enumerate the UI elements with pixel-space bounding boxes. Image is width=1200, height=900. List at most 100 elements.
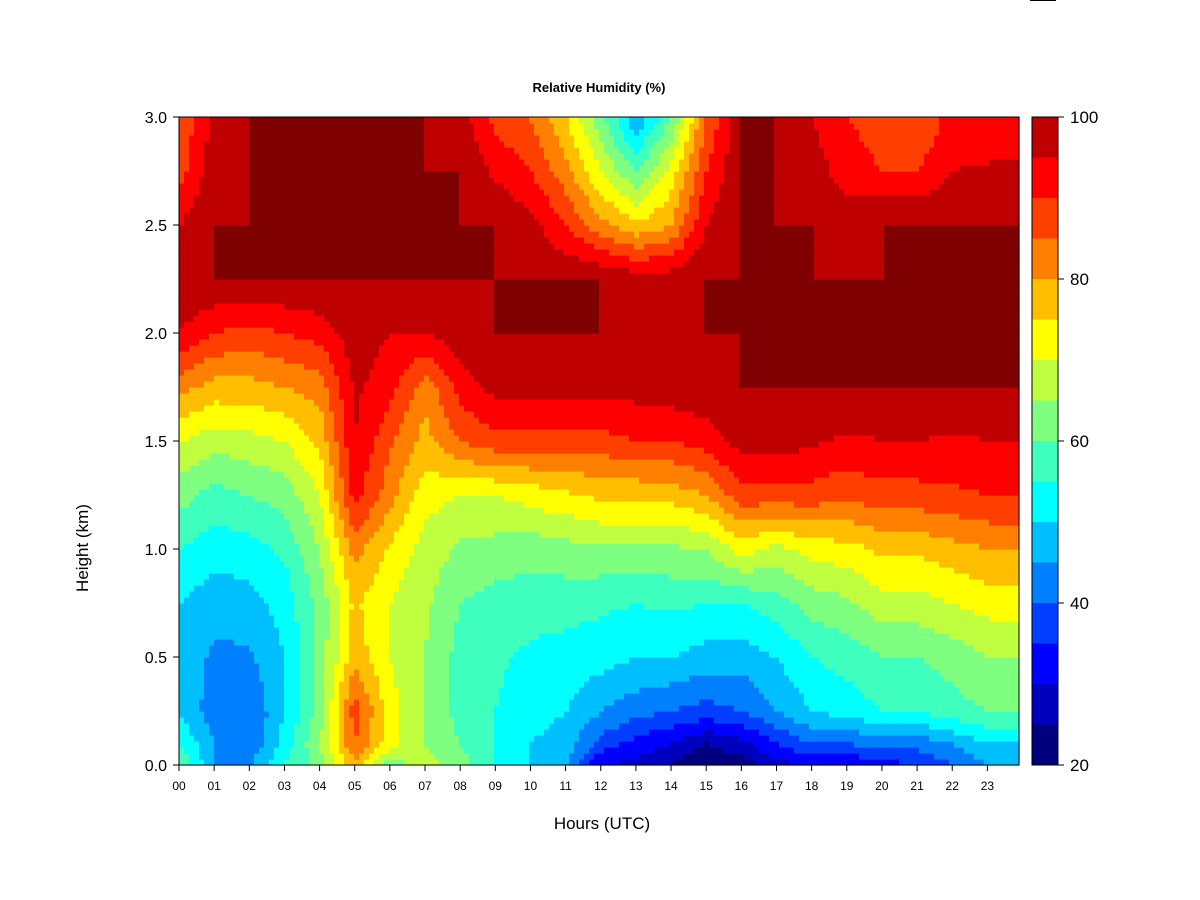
heatmap-cell — [704, 651, 710, 658]
heatmap-cell — [909, 639, 915, 646]
heatmap-cell — [909, 597, 915, 604]
heatmap-cell — [789, 693, 795, 700]
heatmap-cell — [874, 705, 880, 712]
heatmap-cell — [974, 705, 980, 712]
heatmap-cell — [419, 621, 425, 628]
heatmap-cell — [594, 723, 600, 730]
heatmap-cell — [924, 591, 930, 598]
heatmap-cell — [619, 585, 625, 592]
heatmap-cell — [519, 699, 525, 706]
heatmap-cell — [809, 747, 815, 754]
heatmap-cell — [649, 657, 655, 664]
heatmap-cell — [529, 741, 535, 748]
heatmap-cell — [959, 717, 965, 724]
heatmap-cell — [329, 585, 335, 592]
heatmap-cell — [214, 753, 220, 760]
heatmap-cell — [814, 681, 820, 688]
heatmap-cell — [979, 711, 985, 718]
heatmap-cell — [739, 741, 745, 748]
heatmap-cell — [664, 747, 670, 754]
heatmap-cell — [754, 681, 760, 688]
heatmap-cell — [509, 651, 515, 658]
heatmap-cell — [964, 609, 970, 616]
heatmap-cell — [479, 645, 485, 652]
heatmap-cell — [319, 735, 325, 742]
heatmap-cell — [599, 657, 605, 664]
heatmap-cell — [359, 627, 365, 634]
heatmap-cell — [829, 747, 835, 754]
heatmap-cell — [494, 753, 500, 760]
heatmap-cell — [799, 603, 805, 610]
heatmap-cell — [219, 753, 225, 760]
heatmap-cell — [469, 687, 475, 694]
heatmap-cell — [534, 633, 540, 640]
heatmap-cell — [194, 723, 200, 730]
heatmap-cell — [494, 627, 500, 634]
heatmap-cell — [939, 597, 945, 604]
heatmap-cell — [909, 729, 915, 736]
heatmap-cell — [334, 741, 340, 748]
heatmap-cell — [249, 741, 255, 748]
heatmap-cell — [519, 609, 525, 616]
heatmap-cell — [879, 591, 885, 598]
heatmap-cell — [669, 669, 675, 676]
heatmap-cell — [354, 735, 360, 742]
heatmap-cell — [544, 639, 550, 646]
heatmap-cell — [754, 753, 760, 760]
heatmap-cell — [659, 615, 665, 622]
heatmap-cell — [789, 687, 795, 694]
heatmap-cell — [529, 615, 535, 622]
heatmap-cell — [289, 675, 295, 682]
heatmap-cell — [759, 597, 765, 604]
heatmap-cell — [449, 675, 455, 682]
heatmap-cell — [674, 729, 680, 736]
heatmap-cell — [649, 699, 655, 706]
heatmap-cell — [604, 705, 610, 712]
heatmap-cell — [844, 693, 850, 700]
heatmap-cell — [614, 741, 620, 748]
heatmap-cell — [359, 603, 365, 610]
heatmap-cell — [624, 597, 630, 604]
heatmap-cell — [889, 597, 895, 604]
heatmap-cell — [439, 657, 445, 664]
heatmap-cell — [734, 669, 740, 676]
heatmap-cell — [559, 741, 565, 748]
heatmap-cell — [509, 609, 515, 616]
heatmap-cell — [459, 657, 465, 664]
heatmap-cell — [639, 717, 645, 724]
heatmap-cell — [284, 669, 290, 676]
heatmap-cell — [284, 621, 290, 628]
heatmap-cell — [654, 615, 660, 622]
heatmap-cell — [354, 663, 360, 670]
heatmap-cell — [614, 723, 620, 730]
heatmap-cell — [674, 615, 680, 622]
heatmap-cell — [189, 615, 195, 622]
heatmap-cell — [529, 591, 535, 598]
heatmap-cell — [299, 663, 305, 670]
heatmap-cell — [754, 591, 760, 598]
heatmap-cell — [264, 609, 270, 616]
heatmap-cell — [864, 699, 870, 706]
heatmap-cell — [469, 663, 475, 670]
heatmap-cell — [194, 705, 200, 712]
heatmap-cell — [259, 603, 265, 610]
heatmap-cell — [494, 663, 500, 670]
heatmap-cell — [969, 711, 975, 718]
heatmap-cell — [364, 687, 370, 694]
heatmap-cell — [314, 651, 320, 658]
heatmap-cell — [509, 621, 515, 628]
heatmap-cell — [259, 705, 265, 712]
heatmap-cell — [824, 717, 830, 724]
heatmap-cell — [979, 603, 985, 610]
heatmap-cell — [324, 603, 330, 610]
heatmap-cell — [699, 747, 705, 754]
heatmap-cell — [564, 753, 570, 760]
heatmap-cell — [949, 741, 955, 748]
heatmap-cell — [364, 699, 370, 706]
heatmap-cell — [534, 597, 540, 604]
heatmap-cell — [849, 741, 855, 748]
heatmap-cell — [774, 615, 780, 622]
heatmap-cell — [1004, 705, 1010, 712]
heatmap-cell — [934, 633, 940, 640]
heatmap-cell — [214, 663, 220, 670]
